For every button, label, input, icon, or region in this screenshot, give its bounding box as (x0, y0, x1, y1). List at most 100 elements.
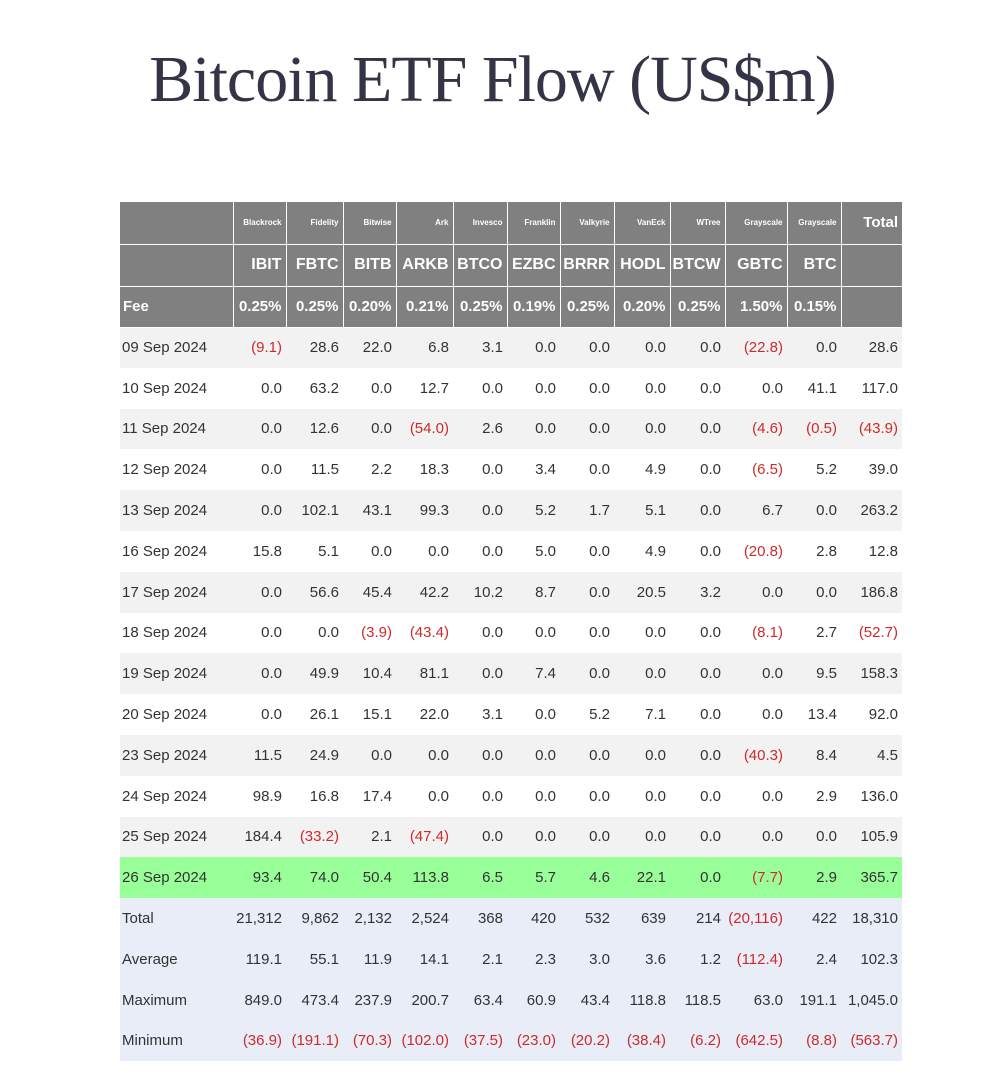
flow-cell: 0.0 (614, 734, 670, 776)
summary-cell: (70.3) (343, 1020, 396, 1062)
row-date: 09 Sep 2024 (120, 327, 233, 368)
summary-cell: (563.7) (841, 1020, 902, 1062)
flow-cell: 0.0 (453, 449, 507, 491)
flow-cell: 0.0 (560, 571, 614, 613)
flow-cell: 102.1 (286, 490, 343, 531)
table-row: 16 Sep 2024 15.8 5.1 0.0 0.0 0.0 5.0 0.0 4.9 0.0(… (120, 530, 902, 572)
flow-cell: (20.8) (725, 530, 787, 572)
flow-cell: 0.0 (560, 530, 614, 572)
issuer-header-cell: Bitwise (343, 202, 397, 245)
flow-cell: 0.0 (233, 367, 286, 409)
summary-cell: 11.9 (343, 938, 396, 980)
flow-cell: 0.0 (286, 612, 343, 654)
summary-cell: 3.0 (560, 938, 614, 980)
row-total-cell: 136.0 (841, 775, 902, 817)
summary-label: Total (120, 898, 233, 939)
flow-cell: 0.0 (560, 734, 614, 776)
flow-cell: 0.0 (233, 612, 286, 654)
fee-header-cell: 0.25% (286, 286, 344, 328)
summary-cell: 368 (453, 898, 507, 939)
flow-cell: 0.0 (233, 653, 286, 695)
flow-cell: 42.2 (396, 571, 453, 613)
flow-cell: 3.1 (453, 327, 507, 368)
table-row: 25 Sep 2024 184.4 (33.2) 2.1 (47.4) 0.0 0.0 0.0… (120, 816, 902, 858)
flow-cell: 49.9 (286, 653, 343, 695)
row-date: 11 Sep 2024 (120, 408, 233, 450)
flow-cell: 28.6 (286, 327, 343, 368)
row-date: 25 Sep 2024 (120, 816, 233, 858)
summary-cell: 2.4 (787, 938, 841, 980)
flow-table-body: 09 Sep 2024 (9.1) 28.6 22.0 6.8 3.1 0.0 0.0 0.0 0… (120, 327, 902, 1062)
summary-cell: (102.0) (396, 1020, 453, 1062)
summary-cell: (20.2) (560, 1020, 614, 1062)
flow-cell: 0.0 (560, 775, 614, 817)
flow-cell: 56.6 (286, 571, 343, 613)
summary-cell: (6.2) (670, 1020, 725, 1062)
issuer-header-cell: VanEck (614, 202, 671, 245)
fee-header-cell: 0.19% (507, 286, 561, 328)
row-total-cell: (52.7) (841, 612, 902, 654)
summary-cell: 1.2 (670, 938, 725, 980)
row-date: 13 Sep 2024 (120, 490, 233, 531)
fee-header-cell: 0.20% (614, 286, 671, 328)
ticker-header-cell: GBTC (725, 244, 788, 287)
flow-cell: 0.0 (670, 408, 725, 450)
fee-header-cell: 0.20% (343, 286, 397, 328)
ticker-header-row: IBIT FBTC BITB ARKB BTCO EZBC BRRR HODL BTCW GBTC… (120, 244, 902, 287)
table-row: 18 Sep 2024 0.0 0.0 (3.9) (43.4) 0.0 0.0 0.0 0.0… (120, 612, 902, 654)
flow-cell: (22.8) (725, 327, 787, 368)
flow-cell: 45.4 (343, 571, 396, 613)
flow-cell: 0.0 (233, 490, 286, 531)
flow-cell: 0.0 (725, 367, 787, 409)
issuer-header-cell: Franklin (507, 202, 561, 245)
flow-cell: 0.0 (560, 408, 614, 450)
flow-cell: 22.1 (614, 857, 670, 899)
row-date: 18 Sep 2024 (120, 612, 233, 654)
flow-cell: 93.4 (233, 857, 286, 899)
summary-cell: 420 (507, 898, 560, 939)
flow-cell: 4.9 (614, 449, 670, 491)
summary-cell: 118.8 (614, 979, 670, 1021)
row-total-cell: (43.9) (841, 408, 902, 450)
summary-cell: (8.8) (787, 1020, 841, 1062)
issuer-header-cell: Fidelity (286, 202, 344, 245)
summary-cell: (23.0) (507, 1020, 560, 1062)
ticker-header-cell: BTCW (670, 244, 726, 287)
flow-cell: 0.0 (453, 490, 507, 531)
flow-cell: 0.0 (507, 694, 560, 735)
issuer-header-cell: Valkyrie (560, 202, 615, 245)
ticker-header-blank (841, 244, 902, 287)
row-date: 10 Sep 2024 (120, 367, 233, 409)
flow-cell: 2.2 (343, 449, 396, 491)
flow-cell: 81.1 (396, 653, 453, 695)
flow-cell: 0.0 (670, 694, 725, 735)
summary-label: Average (120, 938, 233, 980)
flow-cell: 0.0 (787, 816, 841, 858)
flow-cell: 5.2 (787, 449, 841, 491)
flow-cell: 0.0 (725, 775, 787, 817)
flow-cell: (4.6) (725, 408, 787, 450)
flow-cell: 0.0 (614, 408, 670, 450)
flow-cell: 8.7 (507, 571, 560, 613)
table-row: 13 Sep 2024 0.0 102.1 43.1 99.3 0.0 5.2 1.7 5.1 0… (120, 490, 902, 531)
flow-cell: 5.2 (507, 490, 560, 531)
row-total-cell: 365.7 (841, 857, 902, 899)
table-row: 24 Sep 2024 98.9 16.8 17.4 0.0 0.0 0.0 0.0 0.0 0.… (120, 775, 902, 817)
header-corner-cell (120, 202, 234, 245)
summary-row: Average 119.1 55.1 11.9 14.1 2.1 2.3 3.0 3.6 1.2(… (120, 938, 902, 980)
flow-cell: 2.8 (787, 530, 841, 572)
summary-cell: 2,524 (396, 898, 453, 939)
summary-cell: 63.0 (725, 979, 787, 1021)
flow-cell: 26.1 (286, 694, 343, 735)
flow-cell: 0.0 (396, 530, 453, 572)
flow-cell: 3.4 (507, 449, 560, 491)
flow-cell: (8.1) (725, 612, 787, 654)
flow-cell: (43.4) (396, 612, 453, 654)
summary-cell: 18,310 (841, 898, 902, 939)
flow-cell: 50.4 (343, 857, 396, 899)
summary-cell: 118.5 (670, 979, 725, 1021)
flow-cell: 2.1 (343, 816, 396, 858)
flow-cell: 7.1 (614, 694, 670, 735)
issuer-header-row: Blackrock Fidelity Bitwise Ark Invesco Frankl… (120, 202, 902, 245)
fee-header-cell: 1.50% (725, 286, 788, 328)
